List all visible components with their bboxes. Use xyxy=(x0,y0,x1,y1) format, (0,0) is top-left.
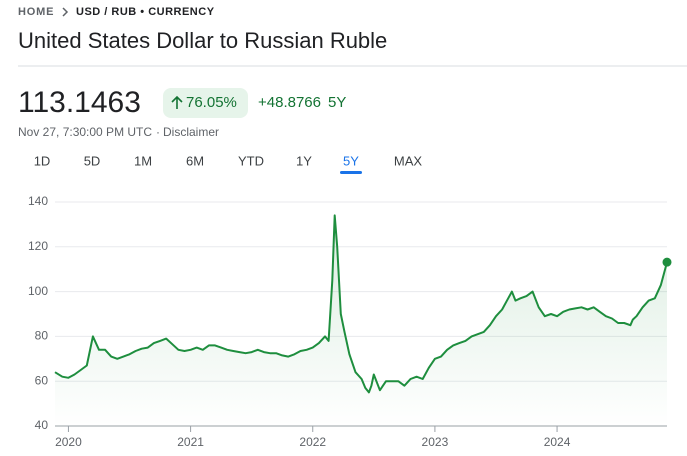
breadcrumb-home[interactable]: HOME xyxy=(18,6,54,18)
range-tab[interactable]: YTD xyxy=(238,153,264,168)
up-arrow xyxy=(171,95,183,109)
y-tick-label: 120 xyxy=(28,239,48,253)
breadcrumb-current: USD / RUB • CURRENCY xyxy=(76,6,215,18)
range-tabs: 1D 5D 1M 6M YTD 1Y 5Y MAX xyxy=(34,153,423,174)
y-tick-label: 140 xyxy=(28,194,48,208)
price-line xyxy=(54,214,668,394)
breadcrumb-chevron xyxy=(62,7,69,17)
y-tick-label: 80 xyxy=(35,329,49,343)
range-tab[interactable]: 5Y xyxy=(343,153,359,168)
range-tab[interactable]: 1M xyxy=(134,153,152,168)
price: 113.1463 xyxy=(18,86,141,119)
y-tick-label: 60 xyxy=(35,373,49,387)
page-title: United States Dollar to Russian Ruble xyxy=(18,28,387,53)
x-tick-label: 2023 xyxy=(422,435,449,449)
disclaimer-link[interactable]: Disclaimer xyxy=(163,125,219,139)
range-tab[interactable]: 1D xyxy=(34,153,51,168)
change-period: 5Y xyxy=(328,94,346,111)
x-tick-label: 2024 xyxy=(544,435,571,449)
change-percent: 76.05% xyxy=(186,94,237,111)
x-tick-label: 2022 xyxy=(299,435,326,449)
range-tab[interactable]: 6M xyxy=(186,153,204,168)
separator: · xyxy=(156,125,160,139)
active-tab-indicator xyxy=(340,171,362,174)
y-tick-label: 40 xyxy=(35,418,49,432)
last-point xyxy=(662,257,672,267)
chart: 40 60 80 100 120 140 2020 2021 2022 2023 2024 xyxy=(28,194,672,449)
range-tab[interactable]: 5D xyxy=(84,153,101,168)
range-tab[interactable]: MAX xyxy=(394,153,423,168)
range-tab[interactable]: 1Y xyxy=(296,153,312,168)
change-pill xyxy=(163,88,248,118)
area-fill xyxy=(55,215,667,426)
y-tick-label: 100 xyxy=(28,284,48,298)
x-tick-label: 2021 xyxy=(177,435,204,449)
change-value: +48.8766 xyxy=(258,94,321,111)
timestamp: Nov 27, 7:30:00 PM UTC xyxy=(18,125,152,139)
x-tick-label: 2020 xyxy=(55,435,82,449)
